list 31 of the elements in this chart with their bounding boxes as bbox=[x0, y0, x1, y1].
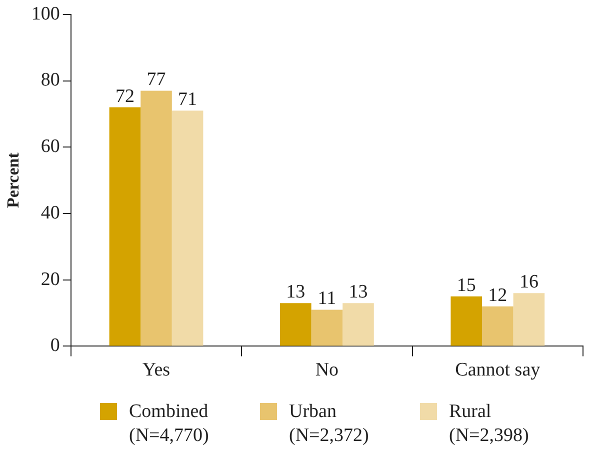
bar bbox=[311, 310, 343, 346]
bar bbox=[450, 296, 482, 346]
data-label: 72 bbox=[115, 86, 134, 107]
data-label: 71 bbox=[178, 89, 198, 110]
bar bbox=[342, 303, 374, 346]
bar bbox=[280, 303, 312, 346]
data-label: 13 bbox=[286, 282, 306, 303]
data-label: 77 bbox=[146, 69, 166, 90]
x-tick-label: No bbox=[315, 360, 339, 381]
data-label: 16 bbox=[519, 272, 538, 293]
y-tick-label: 100 bbox=[31, 3, 60, 24]
x-tick-label: Yes bbox=[142, 360, 170, 381]
data-label: 11 bbox=[318, 288, 336, 310]
x-tick-label: Cannot say bbox=[455, 360, 541, 381]
bar bbox=[482, 306, 514, 346]
data-label: 12 bbox=[488, 284, 508, 306]
bar bbox=[172, 110, 204, 346]
y-tick-label: 80 bbox=[40, 70, 60, 91]
bar bbox=[513, 293, 545, 346]
legend-label: Urban (N=2,372) bbox=[289, 400, 370, 448]
y-tick-label: 0 bbox=[50, 335, 60, 356]
data-label: 13 bbox=[348, 282, 368, 303]
y-axis-title: Percent bbox=[4, 152, 23, 208]
y-tick-label: 60 bbox=[40, 136, 60, 158]
data-label: 15 bbox=[456, 274, 476, 296]
legend-label: Combined (N=4,770) bbox=[129, 400, 210, 448]
bar bbox=[140, 90, 172, 346]
legend-label: Rural (N=2,398) bbox=[449, 400, 530, 448]
bar bbox=[109, 107, 141, 346]
y-tick-label: 20 bbox=[40, 268, 60, 290]
y-tick-label: 40 bbox=[40, 202, 60, 224]
